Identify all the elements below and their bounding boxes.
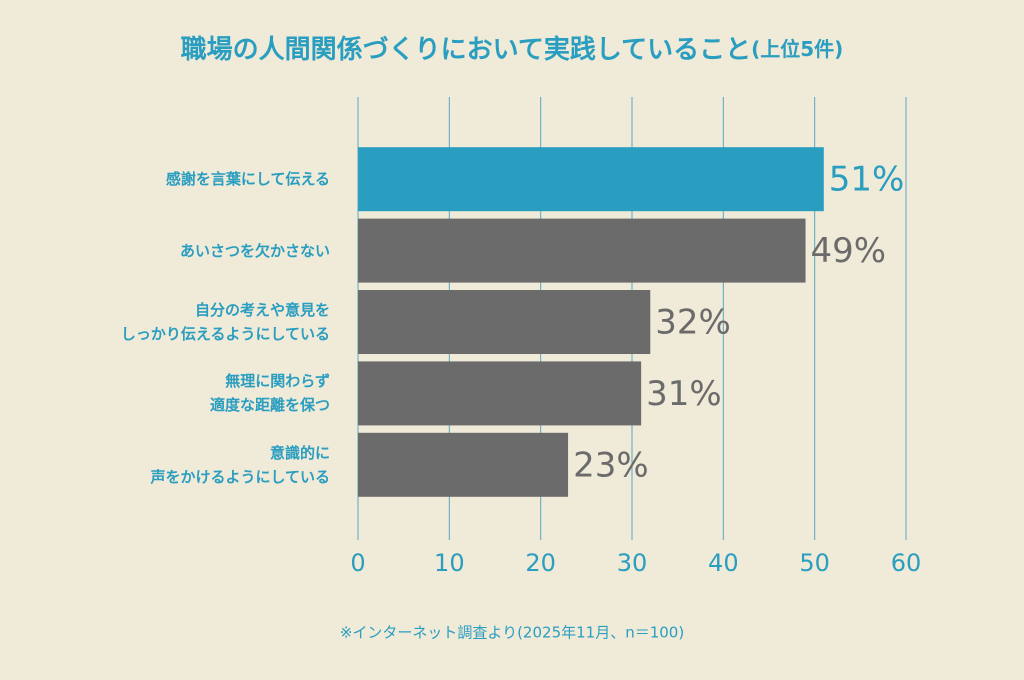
category-label: 感謝を言葉にして伝える: [165, 170, 330, 189]
category-label: 自分の考えや意見を しっかり伝えるようにしている: [120, 301, 330, 343]
footnote: ※インターネット調査より(2025年11月、n＝100): [340, 624, 684, 642]
bar: [358, 361, 642, 426]
title-suffix: (上位5件): [751, 37, 843, 61]
bar: [358, 290, 651, 354]
title-main: 職場の人間関係づくりにおいて実践していること: [181, 34, 751, 65]
category-label: あいさつを欠かさない: [179, 241, 330, 260]
value-label: 31%: [646, 374, 722, 414]
x-tick-label: 50: [799, 549, 830, 577]
bar: [358, 218, 806, 283]
bar: [358, 147, 824, 212]
category-label: 意識的に 声をかけるようにしている: [150, 443, 330, 486]
bar: [358, 432, 569, 497]
x-tick-label: 40: [708, 549, 739, 577]
x-tick-label: 20: [525, 549, 556, 577]
value-label: 32%: [655, 303, 731, 343]
x-tick-label: 60: [891, 549, 922, 577]
x-tick-label: 10: [434, 549, 465, 577]
value-label: 49%: [811, 231, 887, 271]
x-tick-label: 0: [350, 549, 365, 577]
value-label: 23%: [573, 445, 649, 485]
x-tick-label: 30: [617, 549, 648, 577]
category-label: 無理に関わらず 適度な距離を保つ: [209, 372, 330, 415]
chart-title: 職場の人間関係づくりにおいて実践していること(上位5件): [181, 34, 844, 65]
value-label: 51%: [829, 160, 905, 200]
